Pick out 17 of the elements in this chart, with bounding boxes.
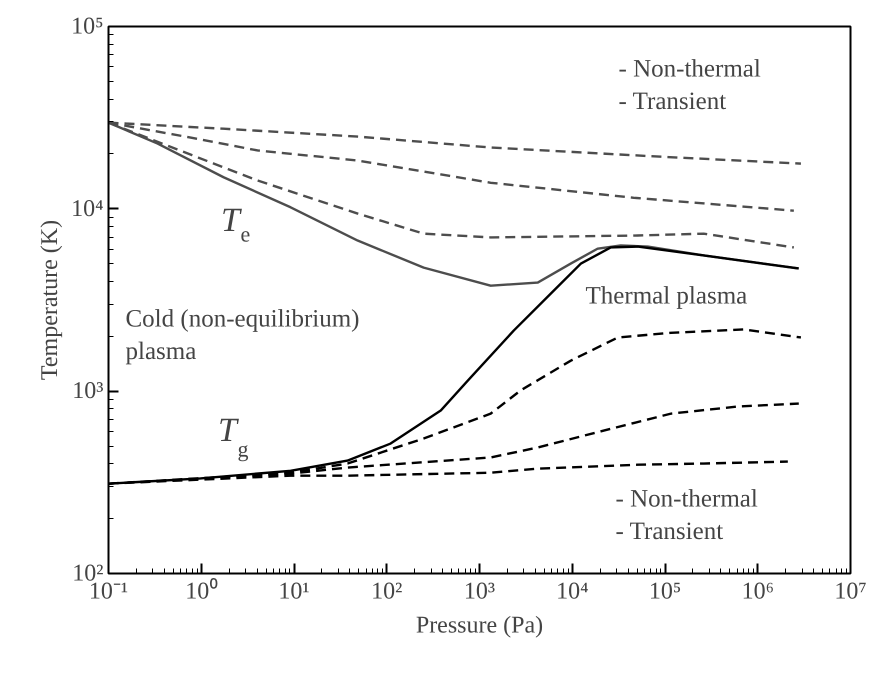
x-tick-label: 10¹ (278, 578, 310, 604)
x-tick-label: 10⁶ (742, 578, 774, 604)
x-tick-label: 10⁷ (834, 578, 867, 604)
y-axis-title: Temperature (K) (37, 220, 64, 380)
x-axis-title: Pressure (Pa) (416, 612, 544, 638)
annotation: Thermal plasma (586, 282, 748, 310)
y-tick-label: 10³ (72, 378, 104, 404)
annotation: Cold (non-equilibrium) plasma (126, 306, 360, 365)
x-tick-label: 10⁰ (185, 578, 218, 604)
x-tick-label: 10³ (464, 578, 496, 604)
annotation: - Non-thermal - Transient (618, 56, 761, 115)
y-tick-label: 10⁵ (71, 14, 104, 40)
x-tick-label: 10² (371, 578, 402, 604)
x-tick-label: 10⁵ (648, 578, 682, 604)
x-tick-label: 10⁴ (556, 578, 588, 604)
y-tick-label: 10⁴ (71, 196, 104, 222)
annotation: - Non-thermal - Transient (616, 486, 758, 545)
